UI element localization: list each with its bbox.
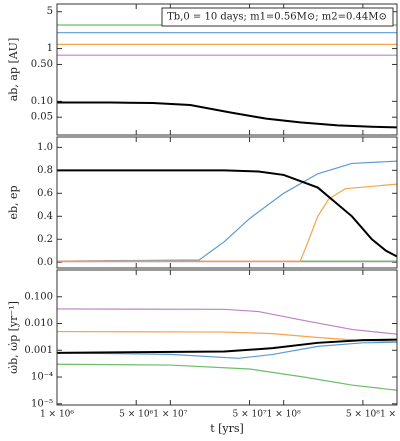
- y-tick-label: 1.0: [37, 142, 53, 153]
- y-tick-label: 0.8: [37, 165, 53, 176]
- x-axis-label: t [yrs]: [210, 422, 244, 435]
- data-line: [56, 308, 398, 335]
- y-tick-label: 0.100: [24, 291, 53, 302]
- data-line: [56, 341, 398, 359]
- y-tick-label: 0.010: [24, 318, 53, 329]
- annotation-box: [161, 7, 394, 27]
- x-tick-label: 1 × 10⁶: [40, 410, 74, 420]
- y-tick-label: 5: [47, 6, 53, 17]
- data-line: [57, 101, 398, 129]
- data-line: [57, 169, 398, 258]
- y-tick-label: 10⁻⁵: [31, 398, 53, 409]
- y-tick-label: 10⁻⁴: [31, 372, 53, 383]
- annotation: Tb,0 = 10 days; m1=0.56M⊙; m2=0.44M⊙: [167, 12, 387, 23]
- plot-frame: [56, 136, 398, 269]
- x-tick-label: 1 × 10⁸: [267, 410, 301, 420]
- x-tick-label: 5 × 10⁶: [119, 410, 153, 420]
- plot-frame: [56, 269, 398, 406]
- plot-frame: [56, 3, 398, 136]
- data-line: [56, 338, 398, 354]
- y-tick-label: 0.50: [31, 59, 53, 70]
- y-tick-label: 0.0: [37, 257, 53, 268]
- y-axis-label: ab, ap [AU]: [7, 38, 20, 102]
- y-tick-label: 0.6: [37, 188, 53, 199]
- y-axis-label: ω̇b, ω̇p [yr⁻¹]: [7, 301, 20, 374]
- x-tick-label: 5 × 10⁷: [233, 410, 267, 420]
- y-tick-label: 0.001: [24, 345, 53, 356]
- x-tick-label: 1 × 10⁷: [153, 410, 187, 420]
- y-tick-label: 1: [47, 43, 53, 54]
- y-tick-label: 0.2: [37, 234, 53, 245]
- x-tick-label: 1 × 10⁹: [380, 410, 400, 420]
- y-axis-label: eb, ep: [7, 185, 20, 219]
- x-tick-label: 5 × 10⁸: [346, 410, 380, 420]
- data-line: [56, 363, 398, 391]
- y-tick-label: 0.05: [31, 112, 53, 123]
- data-line: [57, 183, 398, 262]
- data-line: [56, 160, 398, 262]
- y-tick-label: 0.4: [37, 211, 53, 222]
- y-tick-label: 0.10: [31, 96, 53, 107]
